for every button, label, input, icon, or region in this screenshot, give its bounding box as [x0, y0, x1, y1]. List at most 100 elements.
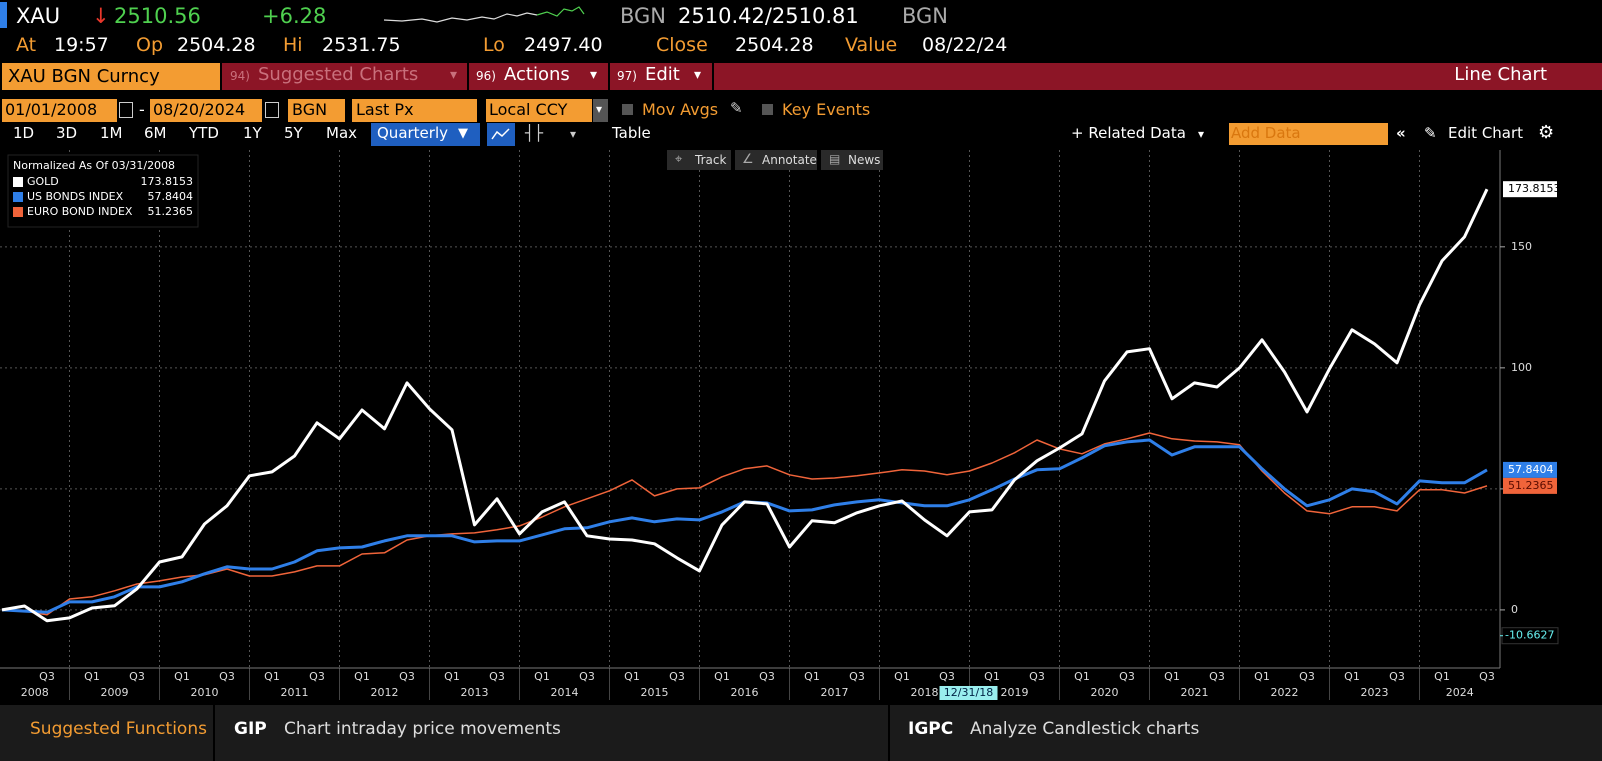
x-year-label: 2010	[191, 686, 219, 699]
x-year-label: 2024	[1446, 686, 1474, 699]
x-year-label: 2013	[461, 686, 489, 699]
start-date-box[interactable]	[2, 99, 117, 122]
x-year-label: 2008	[21, 686, 49, 699]
x-tick-label: Q3	[1389, 670, 1405, 683]
range-button[interactable]: 5Y	[284, 124, 303, 142]
legend: Normalized As Of 03/31/2008 GOLD 173.8153 U…	[7, 154, 199, 228]
tool-button[interactable]	[821, 150, 883, 170]
pencil-icon[interactable]: ✎	[730, 99, 743, 117]
function-code[interactable]: GIP	[234, 719, 267, 739]
x-tick-label: Q1	[1164, 670, 1180, 683]
dropdown-arrow: ▾	[694, 67, 702, 83]
function-text: Analyze Candlestick charts	[970, 719, 1200, 739]
related-data[interactable]: + Related Data	[1071, 124, 1186, 142]
menu-item[interactable]: Actions	[504, 64, 570, 85]
x-tick-label: Q1	[624, 670, 640, 683]
x-tick-label: Q1	[1254, 670, 1270, 683]
legend-label: GOLD	[27, 175, 59, 188]
dropdown-arrow[interactable]: ▾	[570, 127, 577, 141]
value-badge-label: 57.8404	[1508, 463, 1554, 476]
x-tick-label: Q1	[1344, 670, 1360, 683]
x-tick-label: Q1	[804, 670, 820, 683]
bid-ask: 2510.42/2510.81	[678, 4, 859, 28]
legend-value: 51.2365	[148, 205, 194, 218]
x-tick-label: Q3	[489, 670, 505, 683]
x-tick-label: Q3	[1119, 670, 1135, 683]
field-box[interactable]	[352, 99, 477, 122]
checkbox[interactable]	[622, 104, 633, 115]
x-tick-label: Q1	[84, 670, 100, 683]
range-button[interactable]: YTD	[189, 124, 219, 142]
end-date-box[interactable]	[150, 99, 262, 122]
footer	[0, 705, 1602, 761]
legend-swatch	[13, 192, 23, 202]
legend-value: 173.8153	[141, 175, 194, 188]
sparkline-recent	[536, 6, 585, 17]
x-tick-label: Q3	[1029, 670, 1045, 683]
separator	[608, 63, 610, 90]
currency-box[interactable]	[486, 99, 592, 122]
frequency-box[interactable]	[371, 123, 480, 146]
checkbox[interactable]	[762, 104, 773, 115]
range-button[interactable]: Max	[326, 124, 358, 142]
function-code[interactable]: IGPC	[908, 719, 954, 739]
dropdown-button[interactable]	[593, 99, 608, 122]
legend-swatch	[13, 177, 23, 187]
x-year-label: 2015	[641, 686, 669, 699]
quote-value: 2504.28	[735, 34, 814, 56]
dropdown-arrow: ▾	[1198, 127, 1205, 141]
range-button[interactable]: 3D	[56, 124, 78, 142]
value-badge-label: 51.2365	[1508, 479, 1554, 492]
source-box[interactable]	[288, 99, 345, 122]
bid-ask-currency: BGN	[620, 4, 667, 28]
add-data-box[interactable]	[1229, 123, 1388, 145]
gear-icon[interactable]: ⚙	[1538, 122, 1555, 143]
frequency: Quarterly	[377, 124, 448, 142]
quote-label: At	[16, 34, 37, 56]
menu-item[interactable]: Edit	[645, 64, 680, 85]
line-glyph-path	[491, 128, 510, 140]
tool-button[interactable]	[667, 150, 731, 170]
security-box[interactable]	[2, 63, 220, 90]
quote-label: Lo	[483, 34, 505, 56]
quote-currency: BGN	[902, 4, 949, 28]
edit-chart[interactable]: Edit Chart	[1448, 124, 1524, 142]
sparkline	[383, 6, 585, 23]
bar-icon[interactable]: ┤├	[525, 124, 544, 142]
option[interactable]: Key Events	[782, 100, 871, 119]
range-button[interactable]: 1M	[100, 124, 123, 142]
view-name: Line Chart	[1454, 64, 1547, 85]
table-button[interactable]: Table	[612, 124, 651, 142]
x-tick-label: Q3	[219, 670, 235, 683]
value-badge	[1503, 461, 1557, 478]
calendar-icon[interactable]	[265, 102, 279, 118]
range-button[interactable]: 1Y	[243, 124, 262, 142]
menu-item[interactable]: Suggested Charts	[258, 64, 419, 85]
collapse-icon[interactable]: «	[1396, 124, 1406, 142]
legend-label: EURO BOND INDEX	[27, 205, 133, 218]
tool-icon: ⌖	[675, 152, 683, 167]
tool-button[interactable]	[735, 150, 817, 170]
legend-label: US BONDS INDEX	[27, 190, 124, 203]
x-tick-label: Q1	[444, 670, 460, 683]
separator	[888, 705, 890, 761]
option[interactable]: Mov Avgs	[642, 100, 719, 119]
tool-icon: ▤	[829, 152, 841, 166]
range-button[interactable]: 1D	[13, 124, 35, 142]
x-year-label: 2021	[1181, 686, 1209, 699]
y-tick-label: 0	[1511, 603, 1518, 616]
range-button[interactable]: 6M	[144, 124, 167, 142]
x-tick-label: Q3	[1479, 670, 1495, 683]
x-tick-label: Q1	[354, 670, 370, 683]
y-tick-label: 150	[1511, 240, 1532, 253]
calendar-icon[interactable]	[119, 102, 133, 118]
sparkline-path	[383, 12, 538, 23]
x-year-label: 2014	[551, 686, 579, 699]
x-year-label: 2018	[911, 686, 939, 699]
quote-value: 08/22/24	[922, 34, 1008, 56]
pencil-icon[interactable]: ✎	[1424, 124, 1437, 142]
x-year-label: 2016	[731, 686, 759, 699]
dropdown-arrow: ▾	[596, 102, 603, 116]
x-tick-label: Q3	[309, 670, 325, 683]
